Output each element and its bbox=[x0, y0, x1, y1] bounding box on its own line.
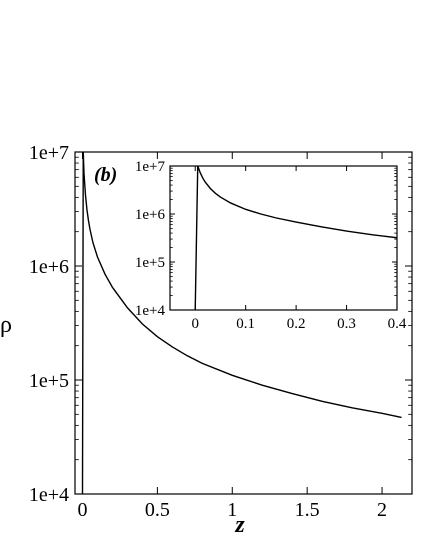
main-series-line-0 bbox=[81, 151, 402, 495]
inset-plot: 0 0.1 0.2 0.3 0.4 1e+4 1e+5 1e+6 1e+7 bbox=[135, 159, 407, 332]
inset-series-line-0 bbox=[194, 165, 398, 311]
inset-y-tick-label: 1e+5 bbox=[135, 255, 165, 271]
inset-x-tick-label: 0.4 bbox=[388, 316, 407, 332]
main-y-tick-label: 1e+7 bbox=[29, 142, 69, 164]
inset-frame bbox=[169, 165, 398, 311]
inset-y-tick-label: 1e+4 bbox=[135, 303, 166, 319]
main-x-tick-label: 0 bbox=[77, 499, 87, 521]
inset-y-tick-label: 1e+6 bbox=[135, 207, 166, 223]
y-axis-title: ρ bbox=[0, 312, 12, 338]
main-y-tick-label: 1e+4 bbox=[29, 484, 69, 506]
main-x-tick-label: 0.5 bbox=[145, 499, 170, 521]
inset-x-tick-label: 0.2 bbox=[287, 316, 306, 332]
main-x-tick-label: 2 bbox=[377, 499, 387, 521]
main-y-tick-label: 1e+5 bbox=[29, 370, 69, 392]
inset-x-tick-label: 0.1 bbox=[236, 316, 255, 332]
inset-x-tick-label: 0.3 bbox=[337, 316, 356, 332]
inset-x-tick-label: 0 bbox=[191, 316, 199, 332]
inset-y-tick-label: 1e+7 bbox=[135, 159, 166, 175]
main-x-tick-label: 1 bbox=[227, 499, 237, 521]
main-x-tick-label: 1.5 bbox=[295, 499, 320, 521]
x-axis-title: z bbox=[234, 512, 245, 538]
panel-label: (b) bbox=[94, 164, 117, 186]
main-y-tick-label: 1e+6 bbox=[29, 256, 69, 278]
